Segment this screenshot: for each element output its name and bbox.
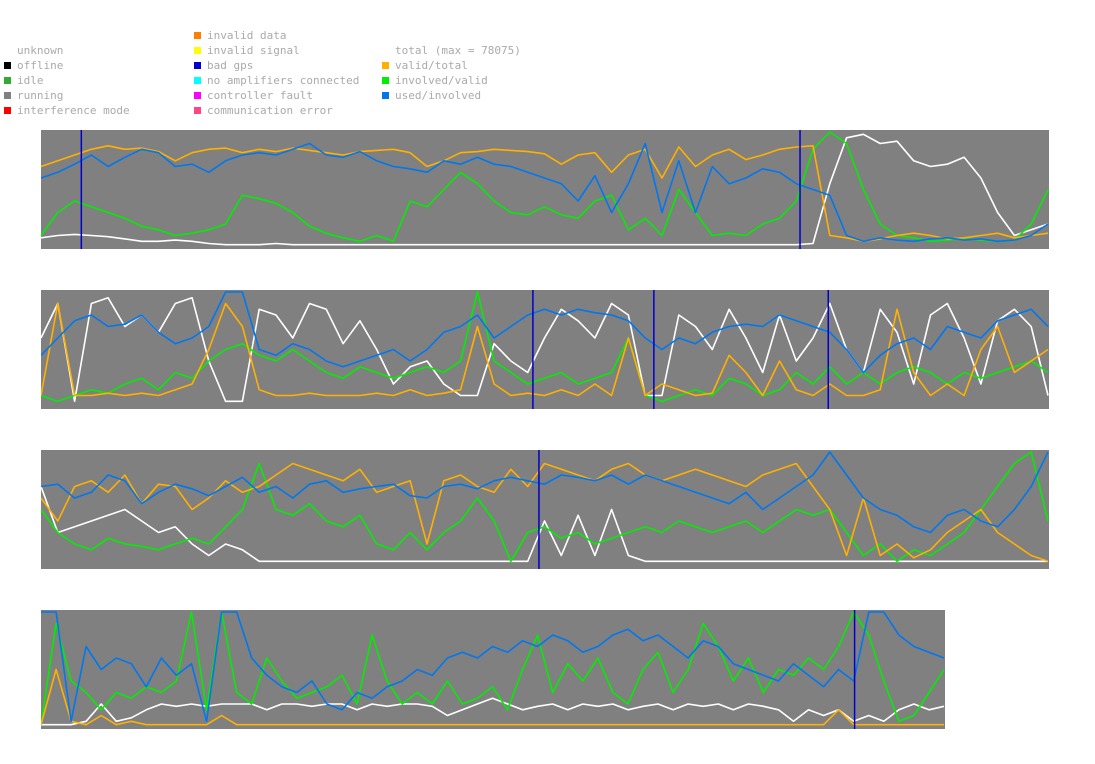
legend-label: unknown: [17, 44, 64, 57]
legend-swatch: [194, 47, 201, 54]
legend-label: offline: [17, 59, 64, 72]
legend-swatch: [382, 62, 389, 69]
legend-item: controller fault: [194, 90, 313, 102]
series-line-involved-valid: [41, 611, 945, 725]
legend-swatch: [4, 77, 11, 84]
legend-swatch: [4, 92, 11, 99]
chart-strip-4: [41, 610, 945, 729]
legend-label: used/involved: [395, 89, 482, 102]
legend-item: idle: [4, 75, 44, 87]
series-line-total: [41, 486, 1048, 563]
legend-label: idle: [17, 74, 44, 87]
legend-swatch: [194, 107, 201, 114]
chart-strip-3: [41, 450, 1049, 569]
legend-label: total (max = 78075): [395, 44, 521, 57]
chart-strip-1-plot: [41, 130, 1049, 249]
legend-swatch: [4, 47, 11, 54]
chart-strip-4-plot: [41, 610, 945, 729]
legend-label: valid/total: [395, 59, 468, 72]
legend-label: running: [17, 89, 64, 102]
legend-label: controller fault: [207, 89, 313, 102]
legend-swatch: [4, 107, 11, 114]
series-line-valid-total: [41, 462, 1049, 563]
legend-label: involved/valid: [395, 74, 488, 87]
legend-swatch: [194, 32, 201, 39]
legend-item: interference mode: [4, 105, 130, 117]
legend-item: invalid data: [194, 30, 286, 42]
legend-label: no amplifiers connected: [207, 74, 360, 87]
legend-swatch: [382, 92, 389, 99]
legend-item: total (max = 78075): [382, 45, 521, 57]
series-line-used-involved: [41, 611, 945, 723]
series-line-total: [41, 133, 1049, 246]
series-line-involved-valid: [41, 291, 1049, 403]
legend-item: valid/total: [382, 60, 468, 72]
legend-label: invalid data: [207, 29, 287, 42]
series-line-involved-valid: [41, 451, 1049, 563]
chart-strip-1: [41, 130, 1049, 249]
series-line-used-involved: [41, 291, 1049, 374]
chart-strip-3-plot: [41, 450, 1049, 569]
series-line-valid-total: [41, 302, 1049, 397]
legend-item: no amplifiers connected: [194, 75, 359, 87]
series-line-total: [41, 697, 945, 726]
legend-label: bad gps: [207, 59, 254, 72]
legend-label: communication error: [207, 104, 333, 117]
legend-swatch: [194, 62, 201, 69]
legend-label: interference mode: [17, 104, 130, 117]
legend: unknown offline idle running interferenc…: [0, 30, 1095, 120]
legend-swatch: [194, 77, 201, 84]
series-line-involved-valid: [41, 131, 1049, 243]
legend-swatch: [382, 47, 389, 54]
legend-item: invalid signal: [194, 45, 300, 57]
series-line-valid-total: [41, 145, 1049, 243]
legend-swatch: [382, 77, 389, 84]
chart-strip-2: [41, 290, 1049, 409]
legend-label: invalid signal: [207, 44, 300, 57]
legend-item: bad gps: [194, 60, 253, 72]
legend-item: communication error: [194, 105, 333, 117]
series-line-used-involved: [41, 451, 1049, 534]
legend-item: used/involved: [382, 90, 481, 102]
legend-item: offline: [4, 60, 63, 72]
series-line-valid-total: [41, 668, 944, 726]
legend-swatch: [4, 62, 11, 69]
legend-swatch: [194, 92, 201, 99]
legend-item: involved/valid: [382, 75, 488, 87]
series-line-used-involved: [41, 142, 1049, 243]
legend-item: running: [4, 90, 63, 102]
legend-item: unknown: [4, 45, 63, 57]
chart-strip-2-plot: [41, 290, 1049, 409]
